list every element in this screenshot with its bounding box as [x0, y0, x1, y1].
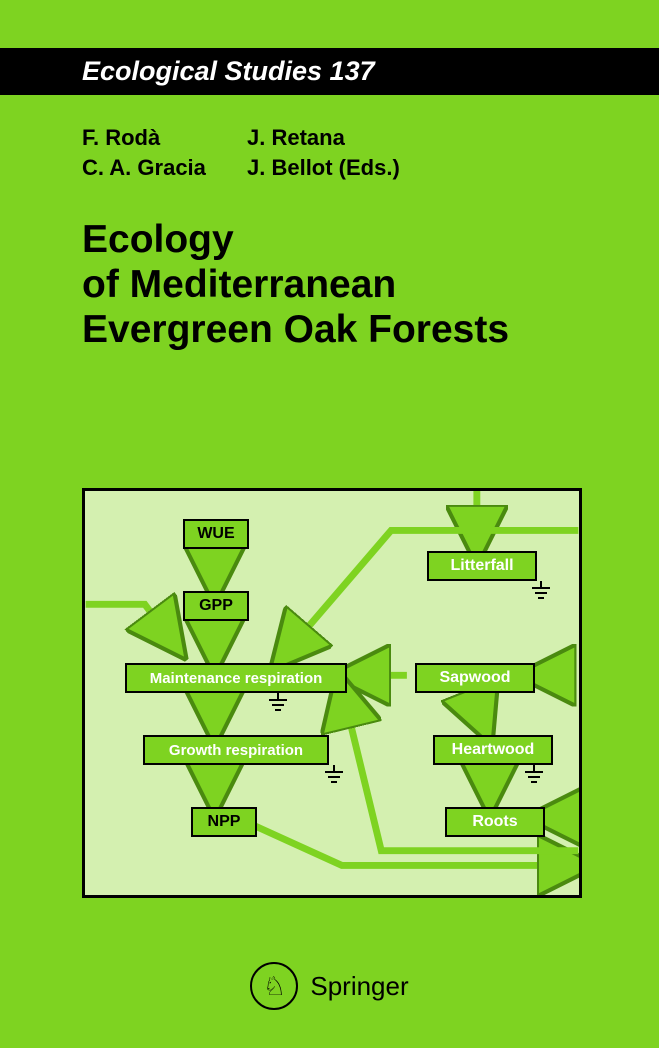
node-gpp: GPP — [183, 591, 249, 621]
ground-symbol-1 — [325, 771, 343, 787]
diagram-inner: WUE GPP Litterfall Maintenance respiration S… — [85, 491, 579, 895]
ground-symbol-3 — [525, 771, 543, 787]
series-label: Ecological Studies 137 — [82, 56, 375, 86]
editor-2: J. Retana — [247, 123, 345, 153]
editors-block: F. Rodà J. Retana C. A. Gracia J. Bellot… — [82, 123, 659, 182]
node-maint: Maintenance respiration — [125, 663, 347, 693]
publisher-block: ♘ Springer — [0, 962, 659, 1010]
title-line-1: Ecology — [82, 218, 659, 263]
springer-horse-icon: ♘ — [250, 962, 298, 1010]
node-roots: Roots — [445, 807, 545, 837]
logo-glyph: ♘ — [263, 971, 286, 1002]
title-line-3: Evergreen Oak Forests — [82, 308, 659, 353]
editors-row-2: C. A. Gracia J. Bellot (Eds.) — [82, 153, 659, 183]
editors-row-1: F. Rodà J. Retana — [82, 123, 659, 153]
editor-1: F. Rodà — [82, 123, 247, 153]
book-title: Ecology of Mediterranean Evergreen Oak F… — [82, 218, 659, 353]
ground-symbol-0 — [269, 699, 287, 715]
node-growth: Growth respiration — [143, 735, 329, 765]
node-npp: NPP — [191, 807, 257, 837]
series-header: Ecological Studies 137 — [0, 48, 659, 95]
editor-4: J. Bellot (Eds.) — [247, 153, 400, 183]
ground-symbol-2 — [532, 587, 550, 603]
publisher-name: Springer — [310, 971, 408, 1002]
node-wue: WUE — [183, 519, 249, 549]
editor-3: C. A. Gracia — [82, 153, 247, 183]
node-litterfall: Litterfall — [427, 551, 537, 581]
flow-diagram: WUE GPP Litterfall Maintenance respiration S… — [82, 488, 582, 898]
node-sapwood: Sapwood — [415, 663, 535, 693]
title-line-2: of Mediterranean — [82, 263, 659, 308]
node-heartwood: Heartwood — [433, 735, 553, 765]
